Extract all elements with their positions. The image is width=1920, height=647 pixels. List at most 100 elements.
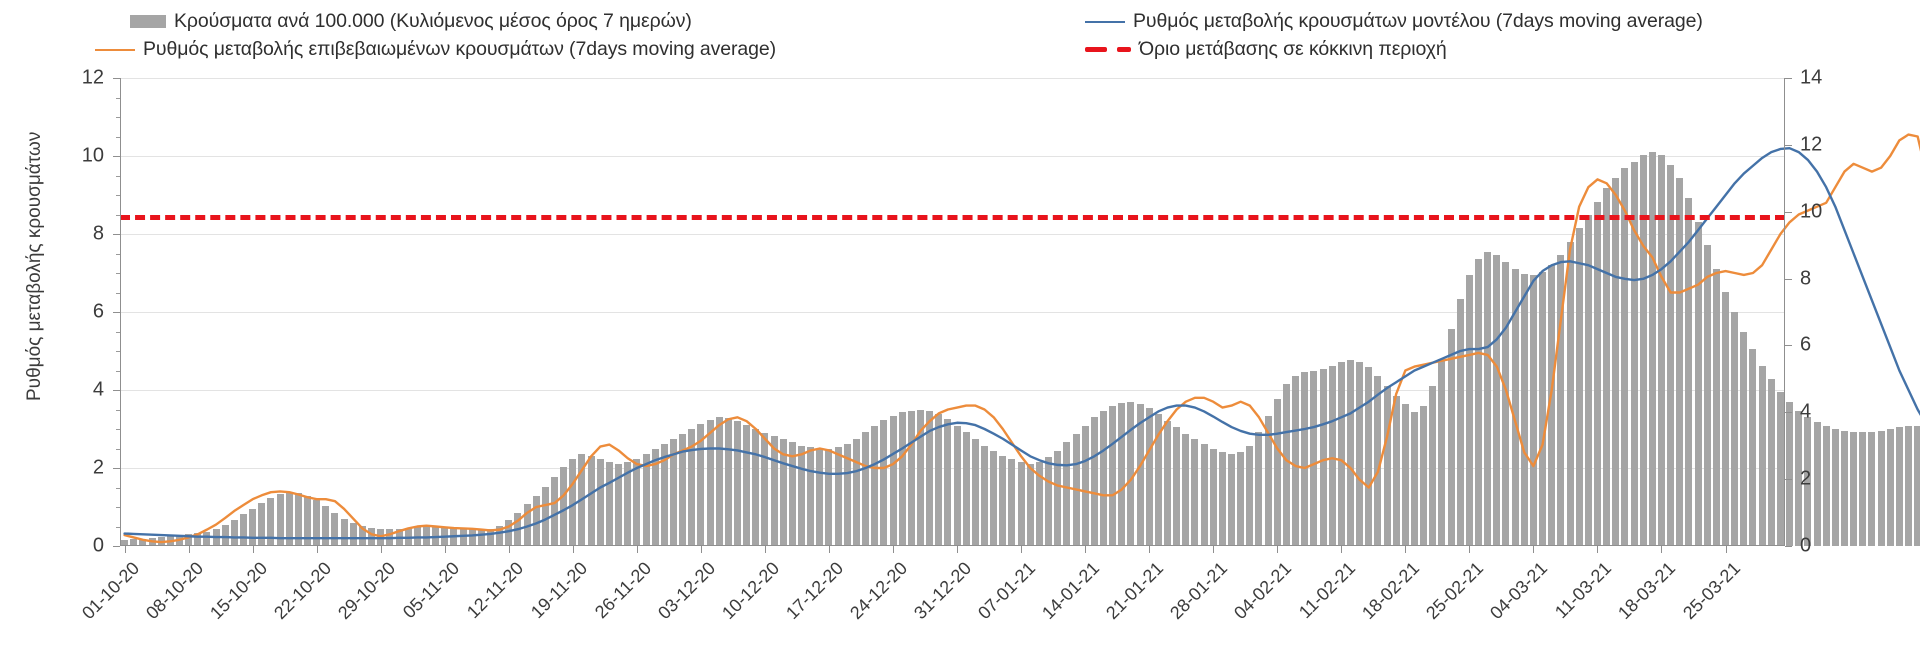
bar	[422, 525, 430, 546]
bar	[688, 429, 696, 546]
bar	[1246, 445, 1254, 546]
bar	[1639, 154, 1647, 546]
bar	[487, 528, 494, 546]
bar	[459, 528, 467, 546]
bar	[1831, 429, 1839, 546]
bar	[1063, 442, 1071, 546]
bar	[679, 434, 687, 546]
red-threshold-line	[120, 214, 1785, 220]
bar	[798, 445, 806, 546]
y-axis-right-tick-label: 10	[1800, 200, 1823, 223]
bar	[596, 459, 604, 546]
x-axis-tickmark	[1533, 546, 1535, 553]
bar	[605, 462, 613, 546]
bar-swatch-icon	[130, 15, 166, 28]
y-axis-left-tick-label: 10	[81, 144, 104, 167]
x-axis-tickmark	[1725, 546, 1727, 553]
bar	[1731, 312, 1739, 546]
bar	[1410, 412, 1418, 546]
bar	[1118, 402, 1126, 546]
bar	[121, 539, 129, 546]
y-axis-left-minor-tickmark	[116, 370, 120, 372]
bar	[285, 492, 293, 546]
y-axis-left-minor-tickmark	[116, 97, 120, 99]
y-axis-left-minor-tickmark	[116, 136, 120, 138]
bar	[761, 433, 769, 546]
bar	[1173, 427, 1181, 546]
y-axis-right-tickmark	[1785, 345, 1792, 347]
y-axis-right-spine	[1784, 78, 1785, 546]
legend-item-label: Ρυθμός μεταβολής κρουσμάτων μοντέλου (7d…	[1133, 10, 1703, 32]
bar	[1383, 385, 1391, 546]
bar	[843, 444, 851, 546]
bar	[1145, 408, 1153, 546]
y-axis-right-tick-label: 6	[1800, 333, 1812, 356]
bar	[1703, 245, 1711, 546]
bar	[368, 527, 376, 546]
y-axis-right-tickmark	[1785, 78, 1792, 79]
y-axis-left-minor-tickmark	[116, 273, 120, 274]
bar	[1795, 410, 1803, 546]
x-axis-tickmark	[1085, 546, 1087, 553]
y-axis-left-minor-tickmark	[116, 292, 120, 294]
series-lines-layer	[123, 133, 1920, 544]
bar	[496, 525, 504, 546]
legend-item-label: Ρυθμός μεταβολής επιβεβαιωμένων κρουσμάτ…	[143, 38, 777, 60]
x-axis-tickmark	[1661, 546, 1663, 553]
bar	[1722, 291, 1730, 546]
bar	[1648, 151, 1656, 546]
bar	[340, 518, 348, 546]
legend-item-red-threshold[interactable]: Όριο μετάβασης σε κόκκινη περιοχή	[1085, 38, 1447, 61]
bar	[633, 459, 641, 546]
bar	[1301, 372, 1309, 546]
bar	[816, 449, 824, 546]
y-axis-left-minor-tickmark	[116, 331, 120, 333]
bar	[505, 519, 513, 546]
gridline	[120, 312, 1785, 313]
bar	[331, 512, 339, 546]
y-axis-left-title: Ρυθμός μεταβολής κρουσμάτων	[24, 131, 45, 401]
bar	[697, 424, 705, 546]
legend-item-cases-per-100k[interactable]: Κρούσματα ανά 100.000 (Κυλιόμενος μέσος …	[130, 10, 692, 33]
x-axis-tickmark	[252, 546, 254, 553]
legend-item-confirmed-rate[interactable]: Ρυθμός μεταβολής επιβεβαιωμένων κρουσμάτ…	[95, 38, 776, 61]
x-axis-spine	[120, 545, 1785, 546]
y-axis-left-tickmark	[113, 468, 120, 469]
bar	[221, 525, 229, 546]
bar	[1356, 362, 1364, 546]
bar	[1822, 425, 1830, 546]
y-axis-left-tick-label: 8	[92, 222, 104, 245]
bar	[889, 415, 897, 546]
bar	[779, 439, 787, 546]
bar	[249, 508, 257, 546]
y-axis-left-minor-tickmark	[116, 175, 120, 177]
bar	[130, 539, 138, 546]
legend-item-model-rate[interactable]: Ρυθμός μεταβολής κρουσμάτων μοντέλου (7d…	[1085, 10, 1703, 33]
bar	[1584, 215, 1592, 546]
bar	[1456, 298, 1464, 546]
bar	[1758, 365, 1766, 546]
bar	[1127, 402, 1135, 546]
bar	[944, 418, 952, 546]
bar	[358, 525, 366, 546]
bar	[1054, 450, 1062, 546]
bar	[651, 449, 659, 546]
red-dashed-swatch-icon	[1085, 47, 1131, 52]
bar	[1868, 432, 1876, 546]
bar	[1548, 265, 1556, 546]
y-axis-left-minor-tickmark	[116, 351, 120, 352]
y-axis-left-minor-tickmark	[116, 507, 120, 508]
x-axis-tickmark	[188, 546, 190, 553]
bar	[1776, 392, 1784, 546]
y-axis-right-tickmark	[1785, 211, 1792, 213]
bar	[1850, 432, 1858, 546]
bar	[825, 449, 833, 546]
bar	[1163, 420, 1171, 546]
bar	[230, 519, 238, 546]
x-axis-tickmark	[1597, 546, 1599, 553]
y-axis-left-tickmark	[113, 234, 120, 235]
x-axis-tickmark	[700, 546, 702, 553]
bar	[916, 409, 924, 546]
y-axis-left-tickmark	[113, 156, 120, 157]
bar	[1392, 395, 1400, 546]
